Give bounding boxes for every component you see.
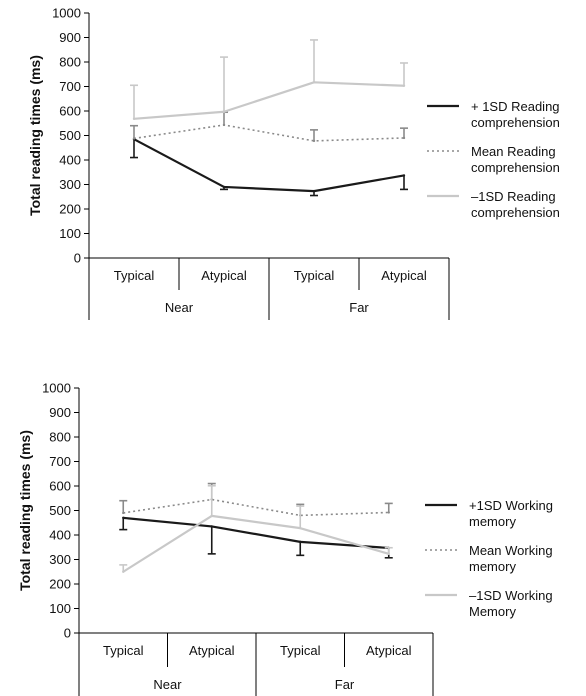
legend-label: + 1SD Reading — [471, 99, 560, 114]
legend-label: +1SD Working — [469, 498, 553, 513]
y-tick-label: 300 — [59, 177, 81, 192]
y-tick-label: 800 — [49, 430, 71, 445]
y-tick-label: 500 — [59, 128, 81, 143]
data-point — [122, 511, 125, 515]
data-point — [387, 552, 390, 556]
series-line — [122, 514, 390, 573]
x-group-label: Far — [335, 677, 355, 692]
data-point — [387, 511, 390, 514]
legend-label: comprehension — [471, 115, 560, 130]
data-point — [312, 139, 316, 143]
data-point — [312, 81, 316, 84]
x-category-label: Typical — [103, 643, 144, 658]
y-tick-label: 400 — [49, 528, 71, 543]
x-category-label: Atypical — [201, 268, 247, 283]
series-line — [133, 81, 405, 120]
y-tick-label: 1000 — [42, 381, 71, 396]
data-point — [210, 514, 213, 518]
legend-label: memory — [469, 514, 516, 529]
data-point — [122, 570, 125, 573]
y-tick-label: 800 — [59, 55, 81, 70]
y-tick-label: 200 — [59, 202, 81, 217]
legend-label: –1SD Working — [469, 588, 553, 603]
y-tick-label: 900 — [59, 30, 81, 45]
data-point — [210, 525, 213, 528]
x-group-label: Far — [349, 300, 369, 315]
data-point — [402, 84, 406, 87]
x-category-label: Typical — [294, 268, 335, 283]
y-tick-label: 500 — [49, 503, 71, 518]
y-axis-label: Total reading times (ms) — [27, 55, 43, 216]
series-line — [133, 138, 405, 193]
x-group-label: Near — [153, 677, 182, 692]
data-point — [222, 123, 226, 127]
y-tick-label: 700 — [59, 79, 81, 94]
y-tick-label: 0 — [64, 626, 71, 641]
legend-label: –1SD Reading — [471, 189, 556, 204]
chart-1: 0 100 200 300 400 500 600 700 800 900 1000 Total re… — [27, 6, 560, 320]
legend-label: Mean Working — [469, 543, 553, 558]
series-line — [123, 498, 389, 517]
legend-label: comprehension — [471, 160, 560, 175]
y-tick-label: 900 — [49, 405, 71, 420]
y-tick-label: 700 — [49, 454, 71, 469]
y-axis-label: Total reading times (ms) — [17, 430, 33, 591]
y-tick-label: 600 — [49, 479, 71, 494]
data-point — [222, 185, 226, 189]
series-line — [133, 124, 405, 142]
series-line — [123, 516, 389, 550]
x-category-label: Typical — [280, 643, 321, 658]
y-tick-label: 400 — [59, 153, 81, 168]
x-group-label: Near — [165, 300, 194, 315]
legend-label: Mean Reading — [471, 144, 556, 159]
data-point — [132, 137, 136, 140]
data-point — [402, 174, 406, 177]
y-tick-label: 300 — [49, 552, 71, 567]
x-category-label: Atypical — [189, 643, 235, 658]
y-tick-label: 200 — [49, 577, 71, 592]
chart-2: 0 100 200 300 400 500 600 700 800 900 1000 Total re… — [17, 381, 553, 696]
legend-label: Memory — [469, 604, 516, 619]
data-point — [299, 540, 302, 544]
data-point — [132, 117, 136, 121]
x-category-label: Atypical — [381, 268, 427, 283]
x-category-label: Atypical — [366, 643, 412, 658]
y-tick-label: 100 — [59, 226, 81, 241]
data-point — [312, 189, 316, 193]
y-tick-label: 600 — [59, 104, 81, 119]
legend-label: comprehension — [471, 205, 560, 220]
data-point — [402, 136, 406, 140]
legend-label: memory — [469, 559, 516, 574]
y-tick-label: 100 — [49, 601, 71, 616]
data-point — [122, 516, 125, 520]
data-point — [299, 526, 302, 530]
data-point — [222, 110, 226, 113]
y-tick-label: 1000 — [52, 6, 81, 21]
y-tick-label: 0 — [74, 251, 81, 266]
x-category-label: Typical — [114, 268, 155, 283]
